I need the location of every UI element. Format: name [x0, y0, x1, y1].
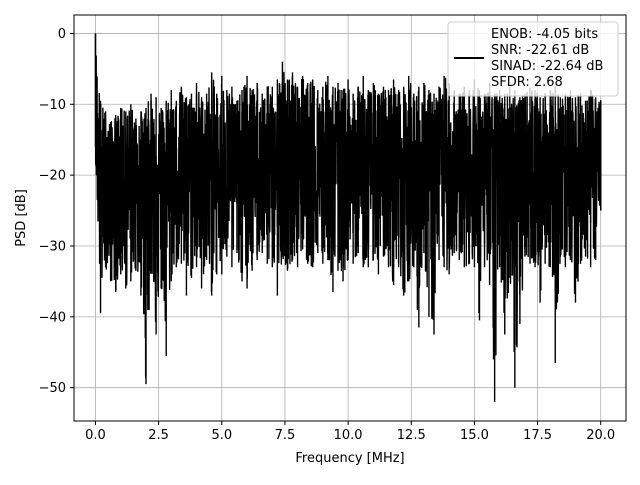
- y-tick-label: −20: [39, 169, 66, 184]
- y-tick-label: 0: [58, 27, 66, 42]
- x-axis-label: Frequency [MHz]: [295, 451, 404, 466]
- x-tick-label: 12.5: [397, 428, 426, 443]
- y-tick-label: −50: [39, 381, 66, 396]
- y-tick-label: −10: [39, 98, 66, 113]
- x-tick-label: 10.0: [334, 428, 363, 443]
- x-tick-label: 20.0: [586, 428, 615, 443]
- y-tick-label: −40: [39, 310, 66, 325]
- legend-entry-snr: SNR: -22.61 dB: [491, 43, 589, 58]
- x-tick-label: 17.5: [523, 428, 552, 443]
- y-axis-label: PSD [dB]: [14, 189, 29, 247]
- legend-entry-sfdr: SFDR: 2.68: [491, 75, 563, 90]
- legend-box: [447, 21, 619, 97]
- x-tick-label: 7.5: [275, 428, 296, 443]
- legend-entry-enob: ENOB: -4.05 bits: [491, 27, 598, 42]
- legend: ENOB: -4.05 bits SNR: -22.61 dB SINAD: -…: [447, 21, 619, 97]
- axis-ticks: 0.0 2.5 5.0 7.5 10.0 12.5 15.0 17.5 20.0 0 −10 −20 −…: [39, 27, 616, 443]
- y-tick-label: −30: [39, 239, 66, 254]
- x-tick-label: 5.0: [211, 428, 232, 443]
- x-tick-label: 2.5: [148, 428, 169, 443]
- axes-frame: [73, 14, 627, 422]
- psd-series: [94, 33, 602, 402]
- x-tick-label: 15.0: [460, 428, 489, 443]
- x-tick-label: 0.0: [85, 428, 106, 443]
- legend-entry-sinad: SINAD: -22.64 dB: [491, 59, 603, 74]
